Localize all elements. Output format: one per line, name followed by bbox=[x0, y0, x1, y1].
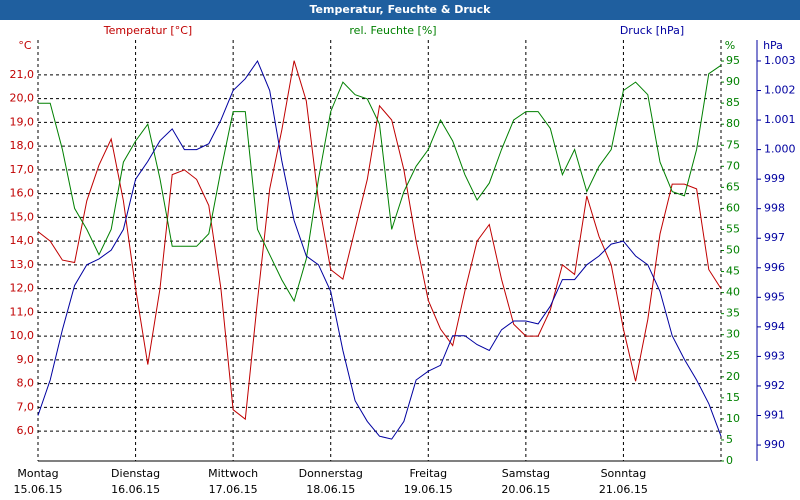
y-tick-label: 11,0 bbox=[10, 305, 35, 318]
y2-tick-label: 20 bbox=[726, 370, 740, 383]
y2-tick-label: 0 bbox=[726, 454, 733, 467]
y-tick-label: 12,0 bbox=[10, 282, 35, 295]
y-tick-label: 13,0 bbox=[10, 258, 35, 271]
y2-tick-label: 60 bbox=[726, 201, 740, 214]
y3-tick-label: 1.001 bbox=[764, 113, 796, 126]
x-tick-label: Sonntag bbox=[601, 467, 647, 480]
series-line bbox=[37, 59, 722, 440]
y3-tick-label: 1.000 bbox=[764, 143, 796, 156]
y3-tick-label: 993 bbox=[764, 349, 785, 362]
y3-tick-label: 998 bbox=[764, 202, 785, 215]
y3-tick-label: 1.002 bbox=[764, 84, 796, 97]
y2-tick-label: 65 bbox=[726, 180, 740, 193]
y2-tick-label: 90 bbox=[726, 75, 740, 88]
y2-tick-label: 30 bbox=[726, 328, 740, 341]
chart-title: Temperatur, Feuchte & Druck bbox=[310, 3, 492, 16]
y-tick-label: 20,0 bbox=[10, 92, 35, 105]
series-line bbox=[38, 64, 722, 303]
y3-tick-label: 992 bbox=[764, 379, 785, 392]
series-line bbox=[37, 60, 722, 421]
x-tick-label: Samstag bbox=[502, 467, 550, 480]
y2-tick-label: 80 bbox=[726, 117, 740, 130]
y2-tick-label: 55 bbox=[726, 222, 740, 235]
x-tick-label: Freitag bbox=[409, 467, 447, 480]
y2-tick-label: 85 bbox=[726, 96, 740, 109]
y2-tick-label: 50 bbox=[726, 244, 740, 257]
y-tick-label: 21,0 bbox=[10, 68, 35, 81]
y-tick-label: 10,0 bbox=[10, 329, 35, 342]
title-bar bbox=[0, 0, 800, 20]
y-tick-label: 8,0 bbox=[17, 377, 35, 390]
y3-tick-label: 990 bbox=[764, 438, 785, 451]
y2-tick-label: 70 bbox=[726, 159, 740, 172]
y3-tick-label: 999 bbox=[764, 172, 785, 185]
y-tick-label: 15,0 bbox=[10, 210, 35, 223]
x-tick-date: 18.06.15 bbox=[306, 483, 355, 496]
x-tick-label: Donnerstag bbox=[299, 467, 363, 480]
y2-tick-label: 45 bbox=[726, 265, 740, 278]
y2-tick-label: 75 bbox=[726, 138, 740, 151]
y3-tick-label: 1.003 bbox=[764, 54, 796, 67]
y-tick-label: 14,0 bbox=[10, 234, 35, 247]
y2-tick-label: 95 bbox=[726, 54, 740, 67]
x-tick-date: 17.06.15 bbox=[209, 483, 258, 496]
y3-tick-label: 997 bbox=[764, 231, 785, 244]
x-tick-date: 21.06.15 bbox=[599, 483, 648, 496]
y3-tick-label: 994 bbox=[764, 320, 785, 333]
x-tick-label: Montag bbox=[17, 467, 58, 480]
x-tick-label: Dienstag bbox=[111, 467, 160, 480]
y2-tick-label: 5 bbox=[726, 433, 733, 446]
y3-unit: hPa bbox=[763, 39, 783, 52]
x-tick-label: Mittwoch bbox=[208, 467, 258, 480]
y2-tick-label: 40 bbox=[726, 286, 740, 299]
y2-unit: % bbox=[725, 39, 735, 52]
y2-tick-label: 10 bbox=[726, 412, 740, 425]
y2-tick-label: 15 bbox=[726, 391, 740, 404]
y2-tick-label: 25 bbox=[726, 349, 740, 362]
y-tick-label: 6,0 bbox=[17, 424, 35, 437]
x-tick-date: 19.06.15 bbox=[404, 483, 453, 496]
series-name: Druck [hPa] bbox=[620, 24, 684, 37]
y-tick-label: 9,0 bbox=[17, 353, 35, 366]
y2-tick-label: 35 bbox=[726, 307, 740, 320]
y-tick-label: 16,0 bbox=[10, 187, 35, 200]
x-tick-date: 16.06.15 bbox=[111, 483, 160, 496]
y3-tick-label: 991 bbox=[764, 409, 785, 422]
y3-tick-label: 995 bbox=[764, 290, 785, 303]
y-tick-label: 17,0 bbox=[10, 163, 35, 176]
x-tick-date: 15.06.15 bbox=[14, 483, 63, 496]
series-name: Temperatur [°C] bbox=[103, 24, 192, 37]
y-tick-label: 7,0 bbox=[17, 400, 35, 413]
x-tick-date: 20.06.15 bbox=[501, 483, 550, 496]
y3-tick-label: 996 bbox=[764, 261, 785, 274]
series-name: rel. Feuchte [%] bbox=[349, 24, 436, 37]
y-tick-label: 19,0 bbox=[10, 115, 35, 128]
y-unit: °C bbox=[18, 39, 32, 52]
y-tick-label: 18,0 bbox=[10, 139, 35, 152]
